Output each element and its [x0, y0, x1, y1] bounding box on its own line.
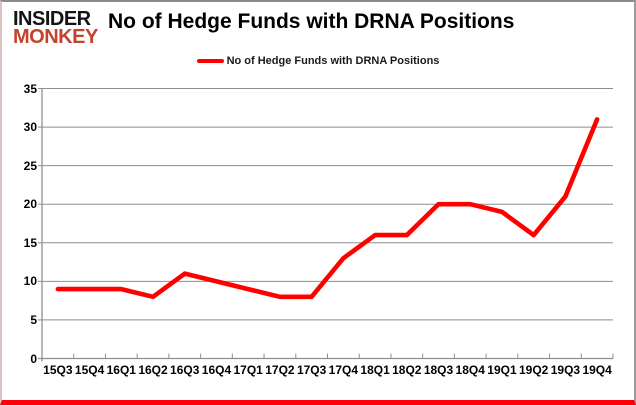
y-axis-tick-label: 15: [23, 235, 37, 250]
x-axis-tick-label: 15Q4: [74, 363, 105, 377]
x-axis-tick-label: 19Q1: [487, 363, 517, 377]
x-axis-tick-label: 18Q2: [392, 363, 422, 377]
logo-text-insider: INSIDER: [13, 8, 91, 30]
legend-label: No of Hedge Funds with DRNA Positions: [226, 55, 440, 67]
x-axis-tick-label: 16Q1: [106, 363, 136, 377]
x-axis-tick-label: 16Q3: [170, 363, 200, 377]
y-axis-tick-label: 0: [30, 351, 37, 366]
x-axis-tick-label: 15Q3: [43, 363, 73, 377]
x-axis-tick-label: 16Q4: [201, 363, 232, 377]
legend-line-swatch: [196, 59, 224, 63]
x-axis-tick-label: 17Q3: [296, 363, 327, 377]
x-axis-tick-label: 17Q4: [328, 363, 359, 377]
x-axis-tick-label: 19Q4: [582, 363, 612, 377]
insider-monkey-logo: INSIDER MONKEY: [13, 9, 98, 47]
legend: No of Hedge Funds with DRNA Positions: [2, 55, 634, 67]
y-axis-tick-label: 30: [23, 120, 37, 135]
chart-title: No of Hedge Funds with DRNA Positions: [108, 10, 515, 33]
y-axis-tick-label: 35: [23, 81, 37, 96]
x-axis-tick-label: 16Q2: [138, 363, 168, 377]
y-axis-tick-label: 25: [23, 158, 37, 173]
x-axis-tick-label: 18Q3: [423, 363, 454, 377]
x-axis-tick-label: 19Q3: [550, 363, 581, 377]
x-axis-tick-label: 18Q1: [360, 363, 390, 377]
x-axis-tick-label: 17Q1: [233, 363, 263, 377]
y-axis-tick-label: 5: [30, 312, 37, 327]
logo-text-monkey: MONKEY: [13, 26, 98, 48]
x-axis-tick-label: 17Q2: [265, 363, 295, 377]
line-chart-plot-area: [38, 88, 614, 362]
x-axis-tick-label: 19Q2: [519, 363, 549, 377]
series-line: [55, 117, 600, 300]
y-axis-tick-label: 10: [23, 274, 37, 289]
x-axis-tick-label: 18Q4: [455, 363, 485, 377]
y-axis-tick-label: 20: [23, 197, 37, 212]
